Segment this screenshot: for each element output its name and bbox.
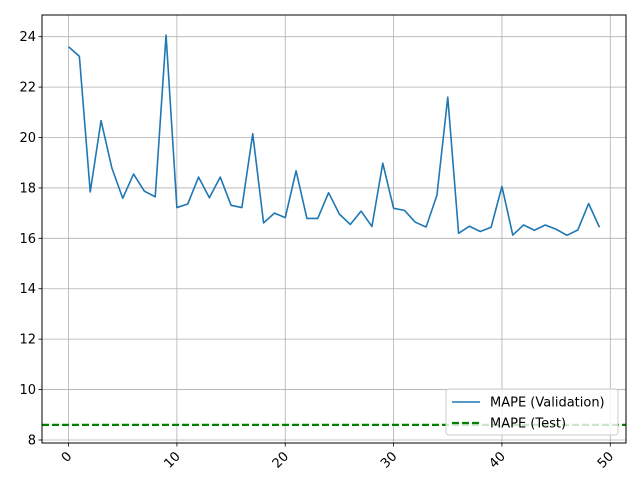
series-layer xyxy=(42,34,626,427)
y-tick-label: 24 xyxy=(19,30,36,45)
axis-ticks: 8 10 12 14 16 18 20 22 24 0 10 20 30 40 50 xyxy=(19,30,617,471)
legend-label: MAPE (Test) xyxy=(490,417,566,432)
x-tick-label: 50 xyxy=(595,449,617,471)
x-tick-label: 30 xyxy=(378,449,400,471)
y-tick-label: 16 xyxy=(19,232,36,247)
legend-label: MAPE (Validation) xyxy=(490,396,605,411)
y-tick-label: 20 xyxy=(19,131,36,146)
x-tick-label: 20 xyxy=(270,449,292,471)
x-tick-label: 40 xyxy=(486,449,508,471)
legend-box xyxy=(445,388,619,436)
x-tick-label: 0 xyxy=(59,449,75,465)
y-tick-label: 18 xyxy=(19,181,36,196)
validation-mape-line xyxy=(68,34,601,237)
y-tick-label: 10 xyxy=(19,383,36,398)
legend: MAPE (Validation) MAPE (Test) xyxy=(445,388,619,436)
x-tick-label: 10 xyxy=(161,449,183,471)
y-tick-label: 8 xyxy=(28,433,36,448)
y-tick-label: 12 xyxy=(19,333,36,348)
y-tick-label: 22 xyxy=(19,81,36,96)
plot-frame xyxy=(41,14,627,444)
grid-lines xyxy=(42,15,626,443)
y-tick-label: 14 xyxy=(19,282,36,297)
